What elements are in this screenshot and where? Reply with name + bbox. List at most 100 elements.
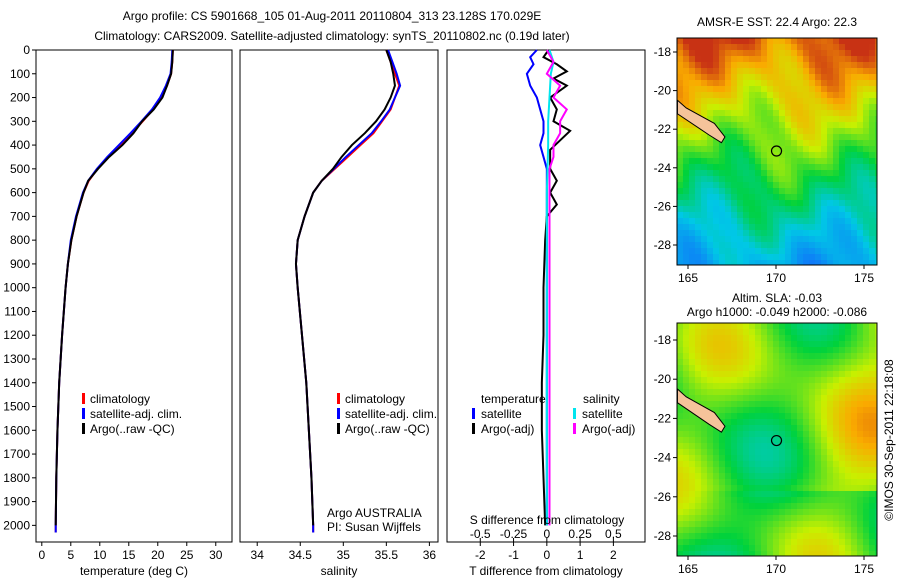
field-cell	[767, 212, 773, 218]
field-cell	[677, 86, 683, 92]
field-cell	[743, 104, 749, 110]
field-cell	[857, 539, 863, 545]
field-cell	[779, 152, 785, 158]
field-cell	[707, 146, 713, 152]
field-cell	[719, 206, 725, 212]
field-cell	[779, 461, 785, 467]
field-cell	[857, 104, 863, 110]
field-cell	[755, 401, 761, 407]
x-tick-label: 34.5	[289, 548, 313, 562]
field-cell	[683, 335, 689, 341]
field-cell	[767, 449, 773, 455]
field-cell	[713, 188, 719, 194]
field-cell	[743, 170, 749, 176]
field-cell	[749, 365, 755, 371]
field-cell	[833, 104, 839, 110]
field-cell	[809, 176, 815, 182]
field-cell	[761, 200, 767, 206]
field-cell	[821, 134, 827, 140]
field-cell	[713, 467, 719, 473]
field-cell	[839, 116, 845, 122]
field-cell	[731, 527, 737, 533]
field-cell	[761, 359, 767, 365]
field-cell	[815, 461, 821, 467]
field-cell	[677, 467, 683, 473]
field-cell	[677, 377, 683, 383]
field-cell	[713, 164, 719, 170]
field-cell	[809, 86, 815, 92]
field-cell	[707, 521, 713, 527]
field-cell	[815, 170, 821, 176]
field-cell	[689, 347, 695, 353]
field-cell	[857, 62, 863, 68]
field-cell	[701, 497, 707, 503]
field-cell	[743, 44, 749, 50]
field-cell	[749, 479, 755, 485]
field-cell	[719, 437, 725, 443]
field-cell	[869, 533, 875, 539]
field-cell	[815, 98, 821, 104]
field-cell	[737, 158, 743, 164]
field-cell	[725, 347, 731, 353]
lat-tick-label: -26	[654, 199, 672, 213]
field-cell	[833, 62, 839, 68]
field-cell	[713, 80, 719, 86]
field-cell	[839, 242, 845, 248]
field-cell	[785, 353, 791, 359]
field-cell	[815, 431, 821, 437]
field-cell	[779, 164, 785, 170]
field-cell	[857, 341, 863, 347]
field-cell	[695, 395, 701, 401]
field-cell	[791, 218, 797, 224]
field-cell	[803, 74, 809, 80]
field-cell	[695, 68, 701, 74]
field-cell	[851, 437, 857, 443]
field-cell	[701, 551, 707, 556]
field-cell	[785, 503, 791, 509]
field-cell	[725, 335, 731, 341]
y-tick-label: 2000	[3, 518, 30, 532]
field-cell	[869, 365, 875, 371]
field-cell	[719, 533, 725, 539]
legend-swatch-satellite	[337, 408, 340, 419]
field-cell	[833, 479, 839, 485]
field-cell	[707, 224, 713, 230]
field-cell	[833, 407, 839, 413]
field-cell	[809, 425, 815, 431]
field-cell	[677, 359, 683, 365]
field-cell	[773, 56, 779, 62]
field-cell	[749, 68, 755, 74]
field-cell	[875, 86, 877, 92]
field-cell	[767, 437, 773, 443]
field-cell	[785, 182, 791, 188]
field-cell	[785, 395, 791, 401]
field-cell	[755, 509, 761, 515]
field-cell	[833, 122, 839, 128]
field-cell	[863, 248, 869, 254]
field-cell	[821, 539, 827, 545]
field-cell	[839, 92, 845, 98]
field-cell	[761, 170, 767, 176]
field-cell	[839, 86, 845, 92]
field-cell	[803, 329, 809, 335]
field-cell	[815, 497, 821, 503]
field-cell	[701, 473, 707, 479]
field-cell	[695, 425, 701, 431]
field-cell	[701, 449, 707, 455]
field-cell	[779, 365, 785, 371]
field-cell	[827, 44, 833, 50]
field-cell	[683, 365, 689, 371]
field-cell	[785, 491, 791, 497]
field-cell	[779, 335, 785, 341]
field-cell	[713, 152, 719, 158]
field-cell	[683, 407, 689, 413]
field-cell	[767, 395, 773, 401]
field-cell	[737, 68, 743, 74]
field-cell	[779, 92, 785, 98]
field-cell	[773, 491, 779, 497]
field-cell	[851, 509, 857, 515]
field-cell	[725, 407, 731, 413]
field-cell	[767, 116, 773, 122]
field-cell	[821, 389, 827, 395]
field-cell	[779, 509, 785, 515]
